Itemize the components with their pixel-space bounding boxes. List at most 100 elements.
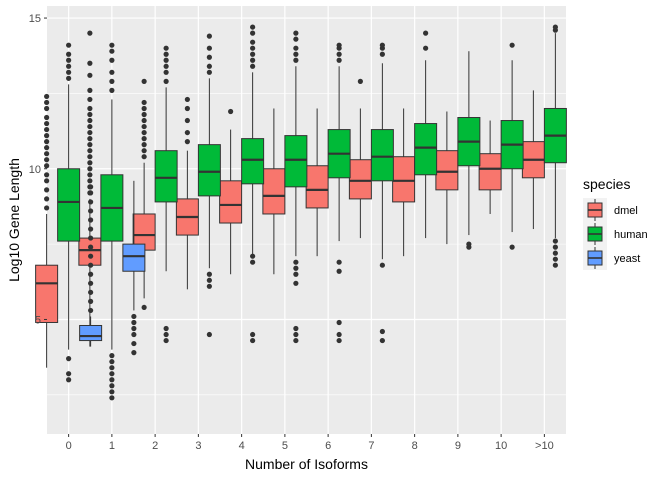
outlier-point — [87, 60, 93, 66]
outlier-point — [141, 154, 147, 160]
x-axis-title: Number of Isoforms — [245, 456, 368, 472]
outlier-point — [206, 45, 212, 51]
outlier-point — [44, 145, 50, 151]
outlier-point — [109, 389, 115, 395]
box-human-4 — [241, 24, 265, 344]
box-human-1 — [100, 42, 124, 401]
outlier-point — [293, 45, 299, 51]
outlier-point — [88, 208, 94, 214]
legend-item-yeast: yeast — [583, 246, 640, 270]
outlier-point — [552, 256, 558, 262]
outlier-point — [44, 196, 50, 202]
box-iqr — [348, 159, 372, 200]
box-iqr — [478, 153, 502, 191]
legend-items: dmel human yeast — [583, 198, 648, 270]
outlier-point — [66, 75, 72, 81]
y-tick-label: 15 — [29, 13, 41, 25]
x-tick-label: 1 — [109, 440, 115, 452]
outlier-point — [88, 226, 94, 232]
outlier-point — [250, 45, 256, 51]
outlier-point — [131, 319, 137, 326]
outlier-point — [379, 42, 385, 48]
outlier-point — [88, 235, 94, 241]
outlier-point — [250, 57, 256, 63]
outlier-point — [66, 69, 72, 75]
x-tick-label: 2 — [152, 440, 158, 452]
box-human-2 — [154, 45, 178, 344]
outlier-point — [509, 42, 515, 48]
outlier-point — [141, 99, 147, 106]
box-dmel-0 — [35, 93, 59, 368]
legend-item-dmel: dmel — [583, 198, 638, 222]
outlier-point — [88, 280, 94, 286]
outlier-point — [293, 271, 299, 277]
box-iqr — [370, 129, 394, 182]
outlier-point — [87, 117, 93, 124]
outlier-point — [250, 259, 256, 265]
outlier-point — [109, 377, 115, 383]
outlier-point — [109, 87, 115, 93]
outlier-point — [250, 63, 256, 69]
outlier-point — [293, 280, 299, 286]
box-iqr — [78, 237, 102, 266]
outlier-point — [336, 319, 342, 326]
box-iqr — [262, 168, 286, 215]
outlier-point — [87, 129, 93, 136]
outlier-point — [66, 377, 72, 383]
outlier-point — [87, 30, 93, 36]
outlier-point — [250, 337, 256, 344]
outlier-point — [250, 51, 256, 57]
outlier-point — [44, 187, 50, 193]
outlier-point — [379, 262, 385, 268]
outlier-point — [552, 250, 558, 256]
box-dmel-9 — [435, 111, 459, 245]
box-human-8 — [414, 30, 438, 239]
x-tick-label: 7 — [368, 440, 374, 452]
x-tick-label: 3 — [195, 440, 201, 452]
outlier-point — [552, 262, 558, 268]
outlier-point — [44, 114, 50, 121]
outlier-point — [206, 63, 212, 69]
outlier-point — [109, 48, 115, 54]
outlier-point — [206, 54, 212, 60]
outlier-point — [87, 72, 93, 78]
outlier-point — [141, 111, 147, 118]
outlier-point — [109, 365, 115, 371]
box-human->10 — [543, 24, 567, 268]
box-iqr — [79, 324, 103, 342]
outlier-point — [379, 328, 385, 335]
outlier-point — [87, 105, 93, 112]
outlier-point — [250, 39, 256, 45]
outlier-point — [87, 111, 93, 118]
box-yeast-0 — [79, 184, 103, 347]
box-iqr — [284, 135, 308, 188]
outlier-point — [336, 268, 342, 274]
box-iqr — [435, 150, 459, 191]
outlier-point — [293, 57, 299, 63]
outlier-point — [184, 117, 190, 124]
outlier-point — [336, 259, 342, 265]
box-human-0 — [57, 42, 81, 383]
outlier-point — [250, 24, 256, 30]
outlier-point — [109, 395, 115, 401]
outlier-point — [88, 298, 94, 304]
outlier-point — [87, 96, 93, 103]
box-iqr — [219, 180, 243, 224]
outlier-point — [184, 105, 190, 112]
outlier-point — [88, 244, 94, 250]
outlier-point — [66, 371, 72, 377]
outlier-point — [336, 57, 342, 63]
outlier-point — [109, 57, 115, 63]
outlier-point — [250, 30, 256, 36]
outlier-point — [44, 126, 50, 133]
y-axis-title: Log10 Gene Length — [6, 158, 22, 282]
outlier-point — [44, 205, 50, 211]
outlier-point — [88, 184, 94, 190]
outlier-point — [66, 51, 72, 57]
outlier-point — [87, 172, 93, 178]
outlier-point — [206, 283, 212, 289]
box-iqr — [414, 123, 438, 176]
box-iqr — [197, 144, 221, 197]
outlier-point — [131, 340, 137, 347]
